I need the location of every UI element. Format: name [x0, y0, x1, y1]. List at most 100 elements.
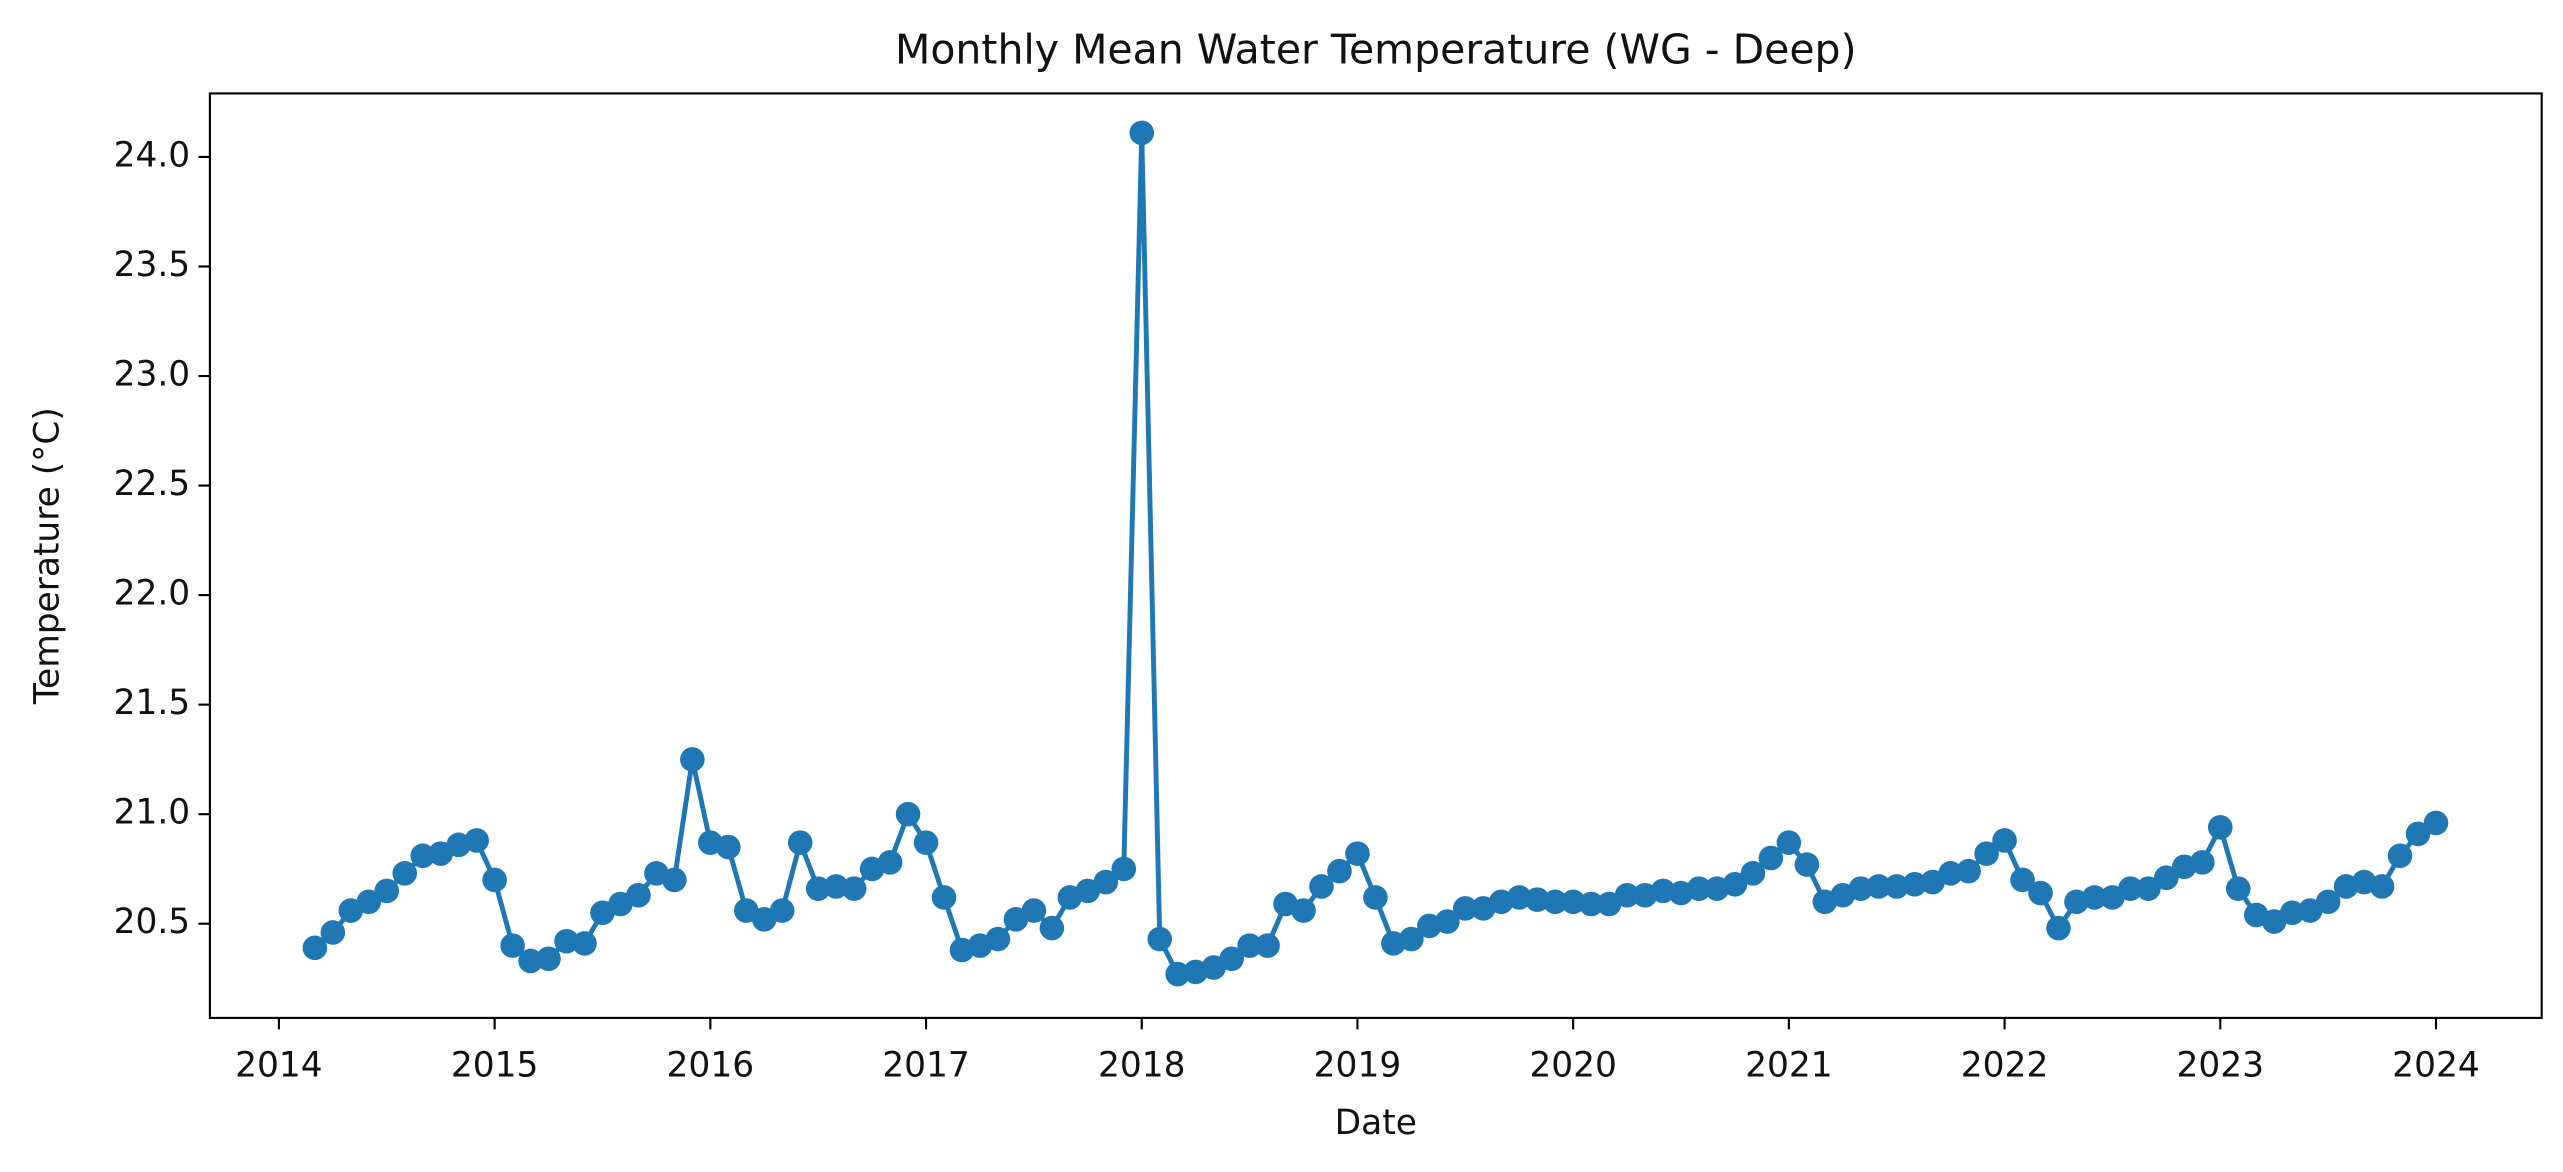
data-point — [2225, 876, 2251, 901]
data-point — [1506, 885, 1532, 910]
data-point — [1309, 874, 1334, 899]
data-point — [1884, 874, 1910, 899]
data-point — [1237, 933, 1262, 958]
data-point — [985, 926, 1011, 952]
data-point — [1524, 887, 1550, 912]
data-point — [1722, 871, 1748, 897]
x-tick-label: 2017 — [882, 1046, 970, 1086]
data-point — [913, 830, 939, 855]
data-point — [410, 843, 436, 869]
data-point — [1219, 946, 1244, 972]
data-point — [1848, 876, 1874, 901]
x-tick-label: 2024 — [2392, 1046, 2480, 1086]
data-point — [626, 882, 651, 908]
data-point — [536, 946, 561, 972]
data-point — [1992, 828, 2017, 853]
data-point — [1686, 876, 1712, 901]
data-point — [662, 867, 687, 893]
data-point — [787, 830, 813, 855]
data-point — [1345, 841, 1370, 866]
data-point — [1435, 909, 1460, 934]
data-point — [1147, 926, 1173, 952]
y-tick-label: 22.0 — [114, 574, 191, 614]
data-point — [1093, 869, 1119, 895]
y-axis-label: Temperature (°C) — [28, 407, 68, 705]
y-tick-label: 24.0 — [114, 135, 191, 175]
data-point — [1542, 889, 1568, 915]
x-tick-label: 2019 — [1314, 1046, 1402, 1086]
data-point — [1291, 898, 1316, 923]
data-point — [2369, 874, 2395, 899]
data-point — [2118, 876, 2143, 901]
data-point — [1363, 885, 1388, 910]
data-point — [841, 876, 867, 901]
x-tick-label: 2014 — [235, 1046, 323, 1086]
data-point — [1039, 915, 1065, 941]
data-point — [1327, 858, 1352, 884]
data-point — [2423, 810, 2449, 836]
x-tick-label: 2020 — [1529, 1046, 1617, 1086]
data-point — [2046, 915, 2071, 941]
chart-title: Monthly Mean Water Temperature (WG - Dee… — [895, 25, 1857, 73]
data-point — [356, 889, 382, 915]
data-point — [1794, 852, 1820, 877]
data-point — [877, 850, 903, 875]
data-point — [1399, 926, 1424, 952]
x-tick-label: 2022 — [1961, 1046, 2049, 1086]
data-point — [1614, 882, 1640, 908]
x-axis-label: Date — [1335, 1103, 1417, 1143]
data-point — [2207, 815, 2233, 840]
y-tick-label: 23.0 — [114, 355, 191, 395]
data-point — [2190, 850, 2215, 875]
data-point — [482, 867, 507, 893]
data-point — [464, 828, 489, 853]
data-point — [1165, 961, 1190, 987]
data-point — [1650, 878, 1676, 904]
data-point — [2154, 865, 2179, 891]
data-point — [769, 898, 795, 923]
data-point — [500, 933, 525, 958]
data-point — [554, 928, 579, 954]
data-point — [2028, 880, 2053, 906]
data-point — [1974, 841, 1999, 866]
data-point — [518, 948, 543, 974]
data-point — [2405, 821, 2431, 847]
data-point — [1758, 845, 1784, 871]
x-tick-label: 2018 — [1098, 1046, 1186, 1086]
data-point — [680, 747, 705, 772]
data-point — [320, 920, 346, 945]
data-point — [1129, 120, 1155, 146]
data-point — [392, 861, 418, 886]
data-point — [572, 931, 597, 956]
data-point — [2315, 889, 2341, 915]
x-tick-label: 2021 — [1745, 1046, 1833, 1086]
data-point — [2279, 900, 2305, 926]
data-point — [2387, 843, 2413, 869]
data-point — [716, 834, 741, 860]
data-point — [1021, 898, 1047, 923]
y-tick-label: 20.5 — [114, 902, 191, 942]
x-tick-label: 2015 — [451, 1046, 539, 1086]
data-point — [1956, 858, 1981, 884]
y-tick-label: 21.0 — [114, 793, 191, 833]
data-point — [1578, 891, 1604, 917]
data-point — [931, 885, 957, 910]
data-point — [2082, 885, 2107, 910]
plot-frame — [208, 92, 2543, 1019]
x-tick-label: 2016 — [667, 1046, 755, 1086]
data-point — [374, 878, 400, 904]
y-tick-label: 22.5 — [114, 464, 191, 504]
data-point — [1111, 856, 1137, 882]
data-point — [1902, 871, 1927, 897]
data-point — [1740, 861, 1766, 886]
y-tick-label: 21.5 — [114, 683, 191, 723]
x-tick-label: 2023 — [2176, 1046, 2264, 1086]
y-tick-label: 23.5 — [114, 245, 191, 285]
data-point — [1255, 933, 1280, 958]
data-point — [823, 874, 849, 899]
data-point — [1866, 874, 1892, 899]
data-point — [1776, 830, 1802, 855]
data-point — [805, 876, 831, 901]
data-point — [2136, 876, 2161, 901]
